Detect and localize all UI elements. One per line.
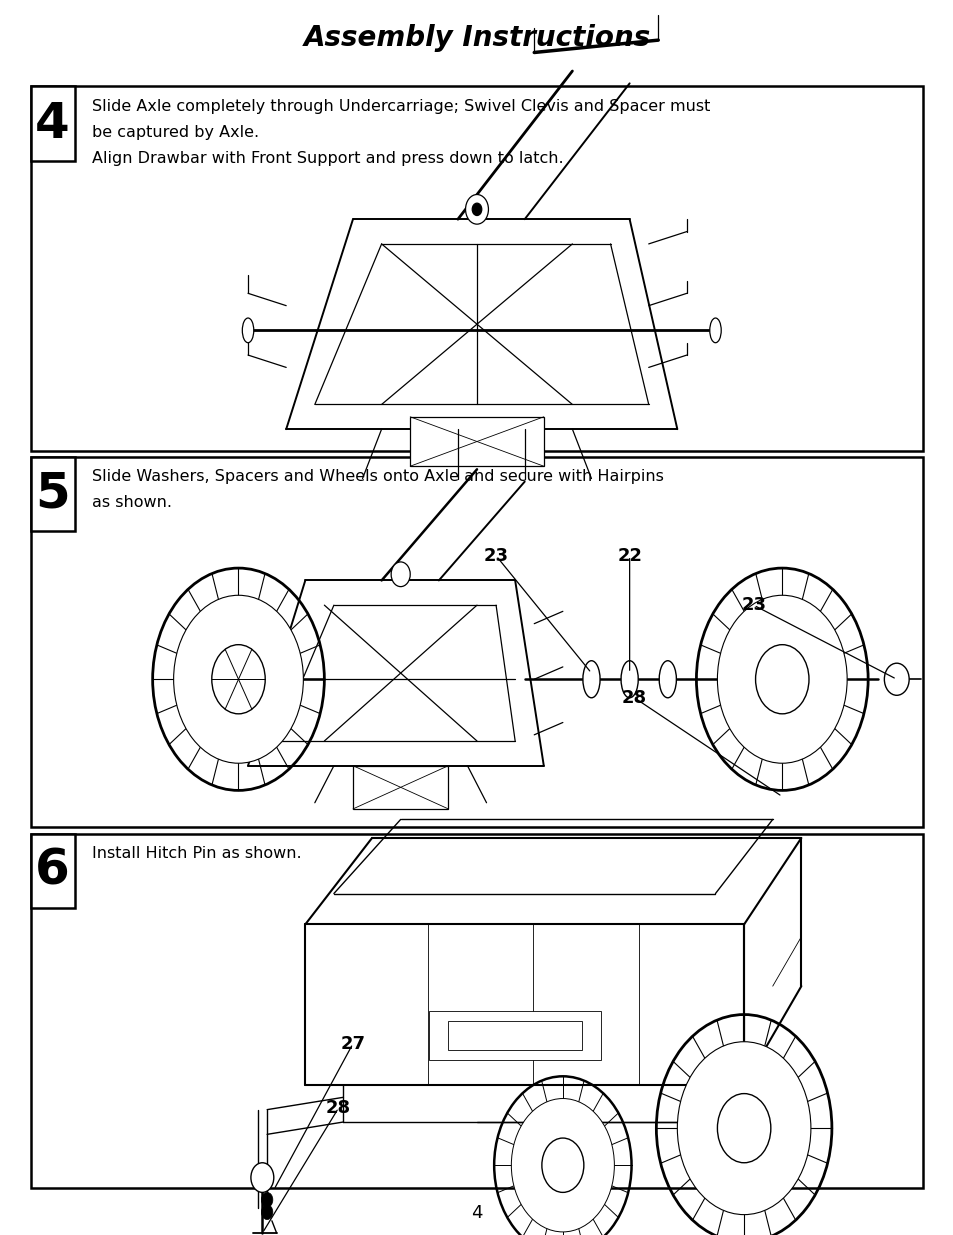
Bar xyxy=(30,457,74,531)
Text: 27: 27 xyxy=(340,1035,365,1052)
Circle shape xyxy=(472,204,481,215)
Text: 28: 28 xyxy=(621,689,646,706)
Ellipse shape xyxy=(709,317,720,343)
Text: 22: 22 xyxy=(617,547,641,564)
Bar xyxy=(30,834,923,1188)
Text: 5: 5 xyxy=(35,471,70,517)
Circle shape xyxy=(173,595,303,763)
Text: Slide Axle completely through Undercarriage; Swivel Clevis and Spacer must: Slide Axle completely through Undercarri… xyxy=(91,99,710,114)
Bar xyxy=(30,457,923,827)
Circle shape xyxy=(883,663,908,695)
Circle shape xyxy=(212,645,265,714)
Circle shape xyxy=(261,1205,273,1220)
Bar xyxy=(30,86,74,161)
Circle shape xyxy=(511,1099,614,1233)
Bar xyxy=(429,1010,600,1060)
Bar xyxy=(353,766,448,809)
Text: as shown.: as shown. xyxy=(91,495,172,510)
Ellipse shape xyxy=(620,661,638,698)
Circle shape xyxy=(465,195,488,225)
Text: 6: 6 xyxy=(35,847,70,894)
Circle shape xyxy=(541,1139,583,1193)
Circle shape xyxy=(261,1193,273,1208)
Circle shape xyxy=(251,1163,274,1193)
Circle shape xyxy=(755,645,808,714)
Text: be captured by Axle.: be captured by Axle. xyxy=(91,125,259,140)
Text: 4: 4 xyxy=(35,100,70,147)
Circle shape xyxy=(391,562,410,587)
Text: 23: 23 xyxy=(483,547,508,564)
Text: 28: 28 xyxy=(326,1099,351,1116)
Ellipse shape xyxy=(242,317,253,343)
Text: Align Drawbar with Front Support and press down to latch.: Align Drawbar with Front Support and pre… xyxy=(91,151,563,165)
Circle shape xyxy=(717,595,846,763)
Circle shape xyxy=(717,1094,770,1163)
Bar xyxy=(448,1020,581,1050)
Bar xyxy=(410,417,543,467)
Bar xyxy=(30,834,74,908)
Text: Slide Washers, Spacers and Wheels onto Axle and secure with Hairpins: Slide Washers, Spacers and Wheels onto A… xyxy=(91,469,663,484)
Text: Assembly Instructions: Assembly Instructions xyxy=(303,25,650,52)
Circle shape xyxy=(677,1042,810,1215)
Text: 4: 4 xyxy=(471,1204,482,1221)
Text: Install Hitch Pin as shown.: Install Hitch Pin as shown. xyxy=(91,846,301,861)
Bar xyxy=(30,86,923,451)
Ellipse shape xyxy=(659,661,676,698)
Ellipse shape xyxy=(582,661,599,698)
Text: 23: 23 xyxy=(740,597,765,614)
